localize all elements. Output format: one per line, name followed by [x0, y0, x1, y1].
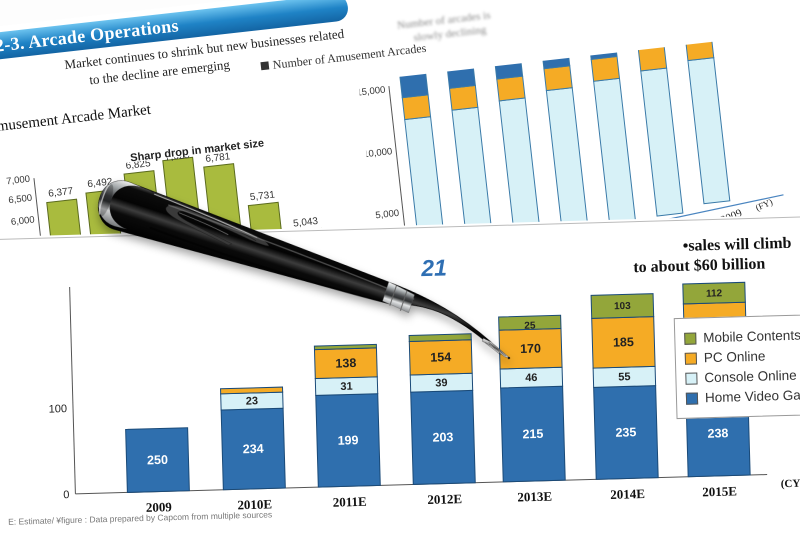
svg-text:2015E: 2015E: [702, 483, 737, 499]
svg-text:(CY): (CY): [781, 478, 800, 491]
svg-text:185: 185: [613, 335, 634, 350]
svg-text:6,377: 6,377: [48, 186, 75, 200]
svg-text:55: 55: [618, 371, 631, 383]
svg-text:250: 250: [147, 453, 168, 468]
svg-text:234: 234: [243, 442, 264, 457]
svg-text:2012E: 2012E: [427, 491, 462, 507]
svg-text:103: 103: [614, 301, 631, 312]
svg-text:2013E: 2013E: [517, 489, 552, 505]
svg-text:0: 0: [63, 489, 69, 501]
svg-text:203: 203: [432, 430, 453, 445]
svg-text:112: 112: [706, 288, 723, 299]
svg-text:2011E: 2011E: [333, 494, 367, 510]
svg-text:235: 235: [615, 425, 636, 440]
svg-text:238: 238: [707, 426, 728, 441]
svg-text:6,500: 6,500: [8, 193, 33, 207]
svg-text:23: 23: [246, 395, 259, 407]
svg-text:199: 199: [337, 433, 358, 448]
svg-text:6,000: 6,000: [10, 214, 35, 228]
svg-text:7,000: 7,000: [6, 174, 31, 188]
svg-text:10,000: 10,000: [363, 146, 393, 160]
svg-text:6,781: 6,781: [205, 151, 232, 165]
svg-text:215: 215: [522, 427, 543, 442]
svg-text:5,731: 5,731: [249, 189, 276, 203]
svg-text:100: 100: [49, 403, 68, 416]
svg-text:2014E: 2014E: [610, 486, 645, 502]
svg-text:15,000: 15,000: [358, 85, 386, 99]
svg-text:31: 31: [340, 381, 353, 393]
svg-text:46: 46: [525, 372, 538, 384]
svg-text:138: 138: [335, 356, 356, 371]
